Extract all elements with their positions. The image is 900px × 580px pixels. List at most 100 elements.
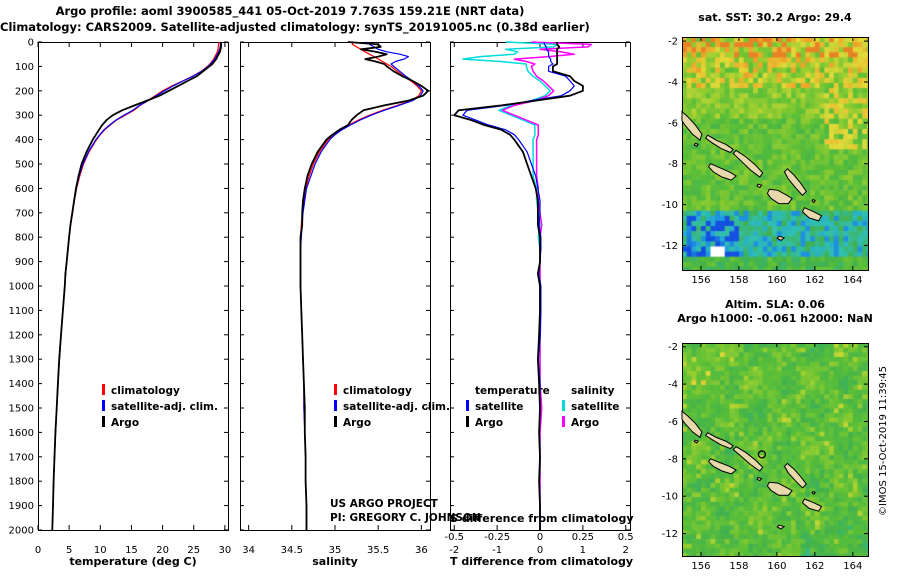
imos-timestamp: ©IMOS 15-Oct-2019 11:39:45 [878,365,889,516]
project-label: US ARGO PROJECT [330,498,438,510]
svg-text:1600: 1600 [9,428,34,439]
sst-map-title: sat. SST: 30.2 Argo: 29.4 [698,11,852,24]
legend-label: satellite [571,401,620,413]
svg-text:200: 200 [15,86,34,97]
svg-text:-6: -6 [668,417,678,428]
svg-text:700: 700 [15,208,34,219]
climatology-line-swatch [102,384,105,395]
legend-label: satellite-adj. clim. [343,401,450,413]
temperature-axis-title: temperature (deg C) [69,555,197,568]
svg-text:800: 800 [15,233,34,244]
svg-text:0.25: 0.25 [572,532,594,543]
sla-map-title1: Altim. SLA: 0.06 [725,298,825,311]
svg-text:156: 156 [691,275,710,286]
difference-legend-temperature: temperature satellite Argo [466,383,550,431]
profile-panel: 34 34.5 35 35.5 36 [240,41,431,556]
legend-row: satellite [562,399,619,415]
legend-row: satellite-adj. clim. [102,399,218,415]
legend-label: climatology [111,385,180,397]
svg-text:162: 162 [805,275,824,286]
legend-row: Argo [334,415,450,431]
legend-label: Argo [571,417,600,429]
svg-text:-10: -10 [662,200,678,211]
legend-label: satellite-adj. clim. [111,401,218,413]
legend-row: climatology [334,383,450,399]
argo-line-swatch [102,416,105,427]
svg-text:-4: -4 [668,380,678,391]
svg-text:164: 164 [843,275,862,286]
svg-text:300: 300 [15,111,34,122]
t-difference-axis-title: T difference from climatology [450,555,634,568]
svg-text:1200: 1200 [9,330,34,341]
t-satellite-line-swatch [466,400,469,411]
svg-text:160: 160 [767,275,786,286]
temperature-legend: climatology satellite-adj. clim. Argo [102,383,218,431]
satellite-adj-line-swatch [102,400,105,411]
legend-label: climatology [343,385,412,397]
svg-text:1300: 1300 [9,355,34,366]
svg-text:0: 0 [537,532,543,543]
svg-text:158: 158 [729,275,748,286]
pi-label: PI: GREGORY C. JOHNSON [330,512,481,524]
salinity-axis-title: salinity [312,555,358,568]
svg-text:0: 0 [28,38,34,49]
svg-text:-12: -12 [662,241,678,252]
argo-line-swatch [334,416,337,427]
sst-map-canvas [682,37,868,270]
svg-text:-2: -2 [668,342,678,353]
figure-title-line1: Argo profile: aoml 3900585_441 05-Oct-20… [55,4,525,18]
legend-label: Argo [343,417,372,429]
svg-text:500: 500 [15,160,34,171]
svg-text:2000: 2000 [9,526,34,537]
svg-text:-12: -12 [662,529,678,540]
svg-text:600: 600 [15,184,34,195]
svg-text:400: 400 [15,135,34,146]
svg-text:-8: -8 [668,454,678,465]
difference-legend-salinity: salinity satellite Argo [562,383,619,431]
svg-text:1000: 1000 [9,282,34,293]
profile-panel: 0 5 10 15 20 25 300100200300400500600700800900… [9,38,232,557]
legend-row: satellite [466,399,550,415]
legend-label: Argo [111,417,140,429]
legend-row: Argo [102,415,218,431]
svg-text:1400: 1400 [9,379,34,390]
svg-text:-4: -4 [668,77,678,88]
legend-header: salinity [571,385,615,397]
svg-text:100: 100 [15,62,34,73]
legend-row: Argo [466,415,550,431]
svg-text:1100: 1100 [9,306,34,317]
s-argo-line-swatch [562,416,565,427]
svg-text:1500: 1500 [9,404,34,415]
svg-text:-6: -6 [668,118,678,129]
svg-text:-10: -10 [662,492,678,503]
svg-text:0.5: 0.5 [618,532,634,543]
legend-row: Argo [562,415,619,431]
svg-text:160: 160 [767,561,786,572]
svg-text:-2: -2 [668,37,678,48]
svg-text:164: 164 [843,561,862,572]
svg-text:1800: 1800 [9,477,34,488]
svg-text:1900: 1900 [9,501,34,512]
climatology-line-swatch [334,384,337,395]
legend-label: Argo [475,417,504,429]
t-argo-line-swatch [466,416,469,427]
figure-title-line2: Climatology: CARS2009. Satellite-adjuste… [0,20,590,34]
svg-text:-0.5: -0.5 [445,532,465,543]
s-satellite-line-swatch [562,400,565,411]
svg-text:900: 900 [15,257,34,268]
sla-map-canvas [682,343,868,556]
legend-row: satellite-adj. clim. [334,399,450,415]
svg-text:156: 156 [691,561,710,572]
svg-text:158: 158 [729,561,748,572]
legend-row: climatology [102,383,218,399]
svg-text:1700: 1700 [9,452,34,463]
salinity-legend: climatology satellite-adj. clim. Argo [334,383,450,431]
svg-text:-0.25: -0.25 [484,532,510,543]
satellite-adj-line-swatch [334,400,337,411]
svg-text:-8: -8 [668,159,678,170]
svg-text:162: 162 [805,561,824,572]
sla-map-title2: Argo h1000: -0.061 h2000: NaN [677,312,873,325]
legend-label: satellite [475,401,524,413]
legend-header: temperature [475,385,550,397]
